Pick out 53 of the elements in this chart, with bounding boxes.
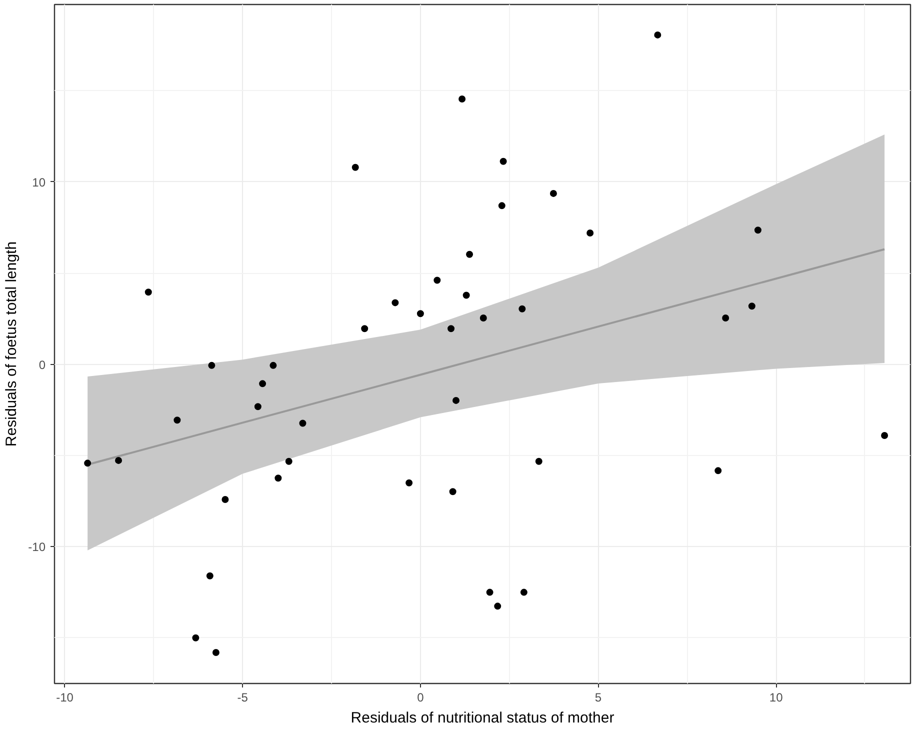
point [299,420,306,427]
point [115,456,122,464]
point [144,288,152,296]
point [192,634,200,642]
point [535,458,542,465]
point [881,432,888,439]
point [406,479,413,486]
point [84,460,92,467]
point [586,230,594,237]
x-tick-label: 10 [769,690,784,704]
x-tick-label: 0 [417,690,424,704]
point [462,292,470,299]
point [452,396,460,404]
point [222,496,229,503]
point [520,588,528,596]
x-tick-label: 5 [594,690,602,704]
point [352,164,359,171]
point [550,190,557,197]
point [722,314,730,322]
x-tick-label: -5 [237,690,248,704]
point [754,226,762,234]
point [498,202,506,210]
point [254,403,262,410]
point [654,31,662,38]
x-tick-label: -10 [56,690,74,704]
point [416,310,424,318]
point [494,602,502,610]
point [274,474,282,482]
point [392,299,399,306]
point [259,380,266,388]
y-axis-title: Residuals of foetus total length [3,241,20,447]
point [458,95,466,102]
point [285,458,292,465]
point [449,488,456,496]
point [466,250,474,258]
y-tick-label: -10 [28,540,46,554]
point [174,416,181,424]
point [480,314,487,322]
y-tick-label: 10 [32,175,46,190]
point [748,302,756,310]
point [486,588,494,596]
point [212,649,220,656]
x-axis-title: Residuals of nutritional status of mother [350,710,614,726]
y-tick-label: 0 [38,358,46,372]
point [448,325,455,332]
point [208,362,216,369]
point [518,305,526,312]
point [270,362,277,369]
point [434,276,441,284]
point [500,158,507,165]
point [206,572,214,580]
point [361,325,368,332]
point [714,467,722,474]
